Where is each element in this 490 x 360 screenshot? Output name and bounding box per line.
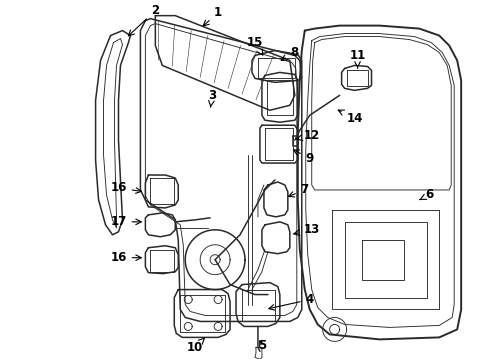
Text: 16: 16	[110, 181, 142, 194]
Text: 3: 3	[208, 89, 216, 107]
Text: 7: 7	[289, 184, 309, 197]
Text: 6: 6	[420, 188, 434, 202]
Text: 15: 15	[247, 36, 263, 55]
Text: 16: 16	[110, 251, 142, 264]
Text: 5: 5	[258, 339, 266, 352]
Text: 17: 17	[110, 215, 142, 228]
Text: 9: 9	[294, 150, 314, 165]
Text: 4: 4	[269, 293, 314, 310]
Text: 10: 10	[187, 338, 205, 354]
Text: 1: 1	[203, 6, 222, 26]
Text: 8: 8	[281, 46, 299, 60]
Text: 14: 14	[338, 110, 363, 125]
Text: 13: 13	[294, 223, 320, 236]
Text: 12: 12	[297, 129, 320, 142]
Text: 11: 11	[349, 49, 366, 68]
Text: 2: 2	[128, 4, 159, 36]
